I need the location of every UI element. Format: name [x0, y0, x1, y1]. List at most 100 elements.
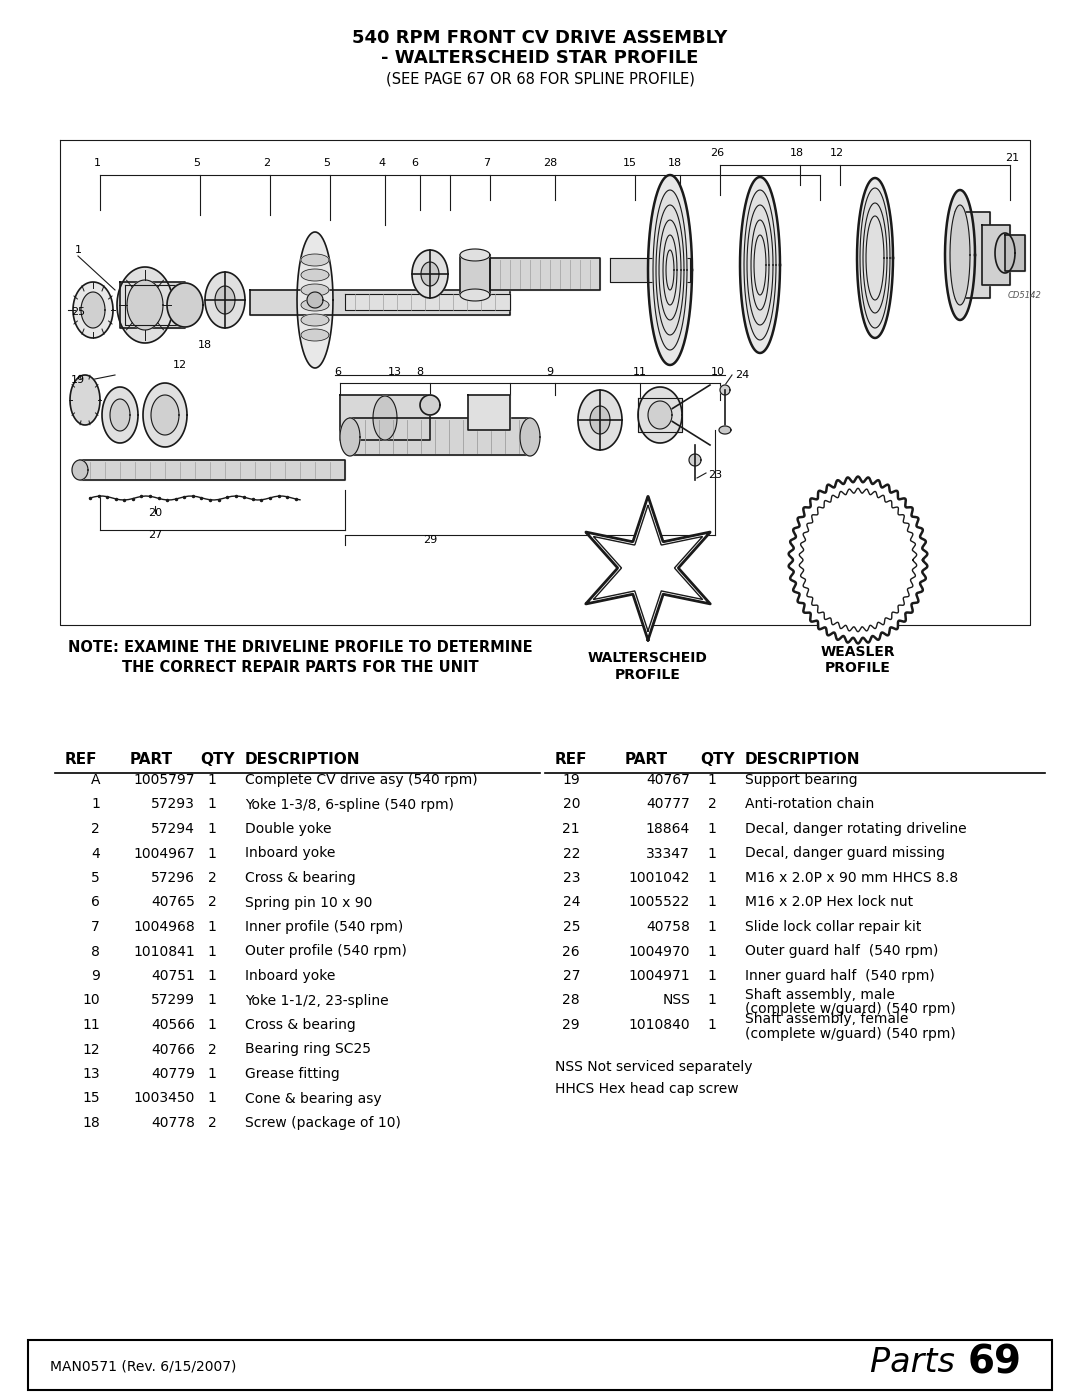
Text: 1: 1 [207, 798, 216, 812]
Text: Cone & bearing asy: Cone & bearing asy [245, 1091, 381, 1105]
Text: WALTERSCHEID: WALTERSCHEID [589, 651, 707, 665]
Polygon shape [719, 426, 731, 434]
Polygon shape [1005, 235, 1025, 271]
Text: 24: 24 [735, 370, 750, 380]
Text: 5: 5 [324, 158, 330, 168]
Text: M16 x 2.0P x 90 mm HHCS 8.8: M16 x 2.0P x 90 mm HHCS 8.8 [745, 870, 958, 886]
Text: 25: 25 [563, 921, 580, 935]
Polygon shape [460, 289, 490, 300]
Text: 12: 12 [173, 360, 187, 370]
Text: 8: 8 [91, 944, 100, 958]
Polygon shape [648, 175, 692, 365]
Text: 1: 1 [94, 158, 100, 168]
Text: 40566: 40566 [151, 1018, 195, 1032]
Text: NOTE: EXAMINE THE DRIVELINE PROFILE TO DETERMINE: NOTE: EXAMINE THE DRIVELINE PROFILE TO D… [68, 640, 532, 655]
Text: Slide lock collar repair kit: Slide lock collar repair kit [745, 921, 921, 935]
Text: NSS Not serviced separately: NSS Not serviced separately [555, 1060, 753, 1074]
Text: 20: 20 [563, 798, 580, 812]
Text: 57293: 57293 [151, 798, 195, 812]
Text: PROFILE: PROFILE [825, 661, 891, 675]
Text: 13: 13 [82, 1067, 100, 1081]
Text: 25: 25 [71, 307, 85, 317]
Text: 1004971: 1004971 [629, 970, 690, 983]
Polygon shape [411, 250, 448, 298]
Polygon shape [663, 235, 677, 305]
Text: 1005522: 1005522 [629, 895, 690, 909]
Text: 1: 1 [707, 921, 716, 935]
Text: 18864: 18864 [646, 821, 690, 835]
Text: Bearing ring SC25: Bearing ring SC25 [245, 1042, 372, 1056]
Text: 1: 1 [91, 798, 100, 812]
Polygon shape [590, 407, 610, 434]
Text: 40766: 40766 [151, 1042, 195, 1056]
Polygon shape [72, 460, 87, 481]
Polygon shape [653, 190, 687, 351]
Polygon shape [689, 454, 701, 467]
Text: (SEE PAGE 67 OR 68 FOR SPLINE PROFILE): (SEE PAGE 67 OR 68 FOR SPLINE PROFILE) [386, 71, 694, 87]
Text: QTY: QTY [700, 753, 734, 767]
Polygon shape [373, 395, 397, 440]
Polygon shape [301, 270, 329, 281]
Text: 40767: 40767 [646, 773, 690, 787]
Text: 1: 1 [207, 970, 216, 983]
Text: 6: 6 [411, 158, 419, 168]
Text: 7: 7 [91, 921, 100, 935]
Polygon shape [460, 249, 490, 261]
Polygon shape [215, 286, 235, 314]
Text: 13: 13 [388, 367, 402, 377]
Text: 1: 1 [207, 773, 216, 787]
Text: 1: 1 [207, 1067, 216, 1081]
Text: 28: 28 [563, 993, 580, 1007]
Text: 1005797: 1005797 [134, 773, 195, 787]
Text: 1010841: 1010841 [133, 944, 195, 958]
Text: 57294: 57294 [151, 821, 195, 835]
Polygon shape [301, 330, 329, 341]
Text: 7: 7 [484, 158, 490, 168]
Text: 1: 1 [707, 895, 716, 909]
Text: Yoke 1-3/8, 6-spline (540 rpm): Yoke 1-3/8, 6-spline (540 rpm) [245, 798, 454, 812]
Polygon shape [799, 489, 917, 631]
Polygon shape [955, 212, 990, 298]
Text: Shaft assembly, male: Shaft assembly, male [745, 988, 895, 1002]
Text: Yoke 1-1/2, 23-spline: Yoke 1-1/2, 23-spline [245, 993, 389, 1007]
Text: 15: 15 [82, 1091, 100, 1105]
Text: 18: 18 [789, 148, 805, 158]
Text: Grease fitting: Grease fitting [245, 1067, 340, 1081]
Text: M16 x 2.0P Hex lock nut: M16 x 2.0P Hex lock nut [745, 895, 913, 909]
Polygon shape [659, 219, 681, 320]
Text: 1: 1 [707, 1018, 716, 1032]
Text: 40751: 40751 [151, 970, 195, 983]
Text: 28: 28 [543, 158, 557, 168]
Text: 1: 1 [207, 944, 216, 958]
Polygon shape [60, 140, 1030, 624]
Text: 1: 1 [707, 993, 716, 1007]
Text: Double yoke: Double yoke [245, 821, 332, 835]
Text: 33347: 33347 [646, 847, 690, 861]
Text: A: A [91, 773, 100, 787]
Polygon shape [945, 190, 975, 320]
Polygon shape [127, 279, 163, 330]
Text: 22: 22 [563, 847, 580, 861]
Text: Inboard yoke: Inboard yoke [245, 970, 336, 983]
Text: PART: PART [130, 753, 173, 767]
Text: 24: 24 [563, 895, 580, 909]
Text: 2: 2 [207, 1042, 216, 1056]
Text: HHCS Hex head cap screw: HHCS Hex head cap screw [555, 1083, 739, 1097]
Polygon shape [167, 284, 203, 327]
Text: 57299: 57299 [151, 993, 195, 1007]
Text: 29: 29 [563, 1018, 580, 1032]
Text: 1004968: 1004968 [133, 921, 195, 935]
Polygon shape [950, 205, 970, 305]
Text: Outer profile (540 rpm): Outer profile (540 rpm) [245, 944, 407, 958]
Polygon shape [151, 395, 179, 434]
Text: NSS: NSS [662, 993, 690, 1007]
Polygon shape [421, 263, 438, 286]
Polygon shape [638, 387, 681, 443]
Text: 40778: 40778 [151, 1116, 195, 1130]
Polygon shape [788, 476, 928, 644]
Text: REF: REF [65, 753, 97, 767]
Text: 57296: 57296 [151, 870, 195, 886]
Text: 21: 21 [1004, 154, 1020, 163]
Text: (complete w/guard) (540 rpm): (complete w/guard) (540 rpm) [745, 1027, 956, 1041]
Polygon shape [754, 235, 766, 295]
